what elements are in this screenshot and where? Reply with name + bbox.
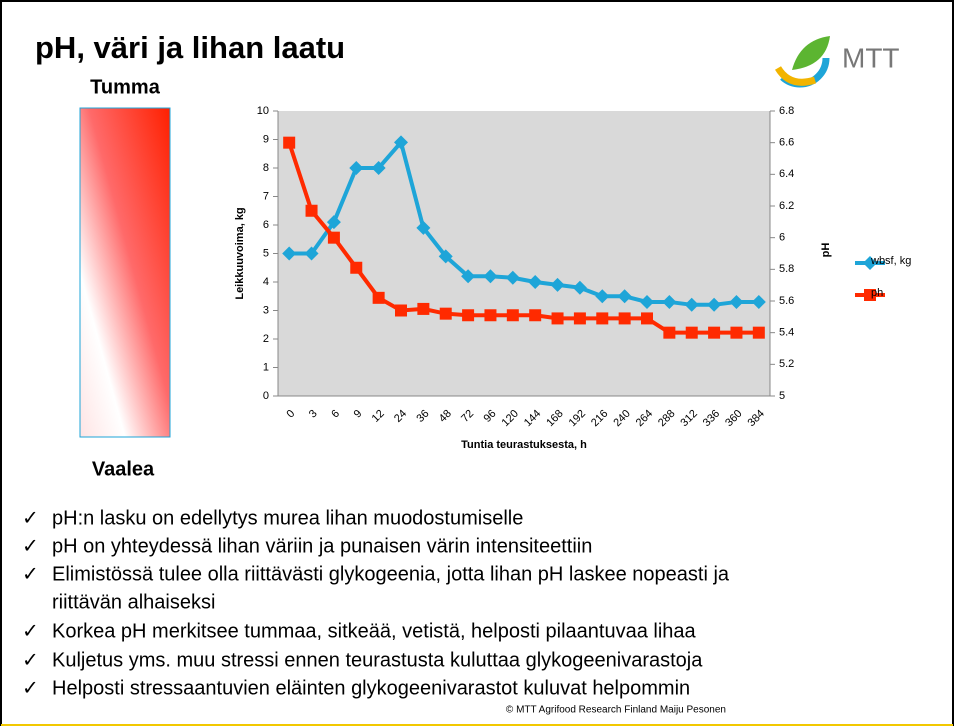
scale-top-label: Tumma — [90, 76, 161, 98]
y2-tick-label: 6.6 — [779, 137, 794, 149]
y-tick-label: 9 — [263, 133, 269, 145]
point — [618, 312, 631, 325]
bullet-text: riittävän alhaiseksi — [52, 591, 215, 613]
y-tick-label: 5 — [263, 247, 269, 259]
bullet-text: pH:n lasku on edellytys murea lihan muod… — [52, 507, 523, 529]
point — [484, 309, 497, 322]
y-tick-label: 2 — [263, 333, 269, 345]
point — [304, 246, 319, 261]
point — [461, 269, 476, 284]
point — [462, 309, 475, 322]
series-line — [289, 138, 759, 307]
point — [573, 312, 586, 325]
bullet-text: Elimistössä tulee olla riittävästi glyko… — [52, 563, 730, 585]
legend-marker — [863, 256, 877, 270]
y2-tick-label: 6.4 — [779, 168, 794, 180]
x-axis-title: Tuntia teurastuksesta, h — [461, 439, 587, 451]
point — [617, 289, 632, 304]
bullet-text: Kuljetus yms. muu stressi ennen teurastu… — [52, 649, 703, 671]
point — [596, 312, 609, 325]
logo-arc — [774, 66, 817, 86]
point — [395, 304, 407, 317]
point — [529, 309, 542, 322]
y-tick-label: 0 — [263, 390, 269, 402]
y2-tick-label: 6 — [779, 232, 785, 244]
point — [641, 312, 653, 325]
point — [685, 326, 698, 339]
y-tick-label: 1 — [263, 361, 269, 373]
y-tick-label: 3 — [263, 304, 269, 316]
bullet-text: pH on yhteydessä lihan väriin ja punaise… — [52, 535, 592, 557]
check: ✓ — [22, 620, 39, 642]
footer: © MTT Agrifood Research Finland Maiju Pe… — [506, 705, 726, 716]
bullet-list: ✓ ✓ ✓ ✓ ✓ ✓ — [22, 507, 39, 699]
point — [371, 161, 386, 175]
logo: MTT — [770, 28, 900, 88]
point — [572, 280, 587, 295]
bullet-text: Korkea pH merkitsee tummaa, sitkeää, vet… — [52, 620, 697, 642]
logo-leaf — [792, 36, 830, 70]
y2-axis-title: pH — [820, 243, 832, 258]
slide-title: pH, väri ja lihan laatu — [35, 30, 345, 65]
point — [283, 136, 296, 149]
y2-tick-label: 5.4 — [779, 327, 794, 339]
y-tick-label: 8 — [263, 162, 269, 174]
point — [528, 275, 543, 289]
scale-bottom-label: Vaalea — [92, 458, 155, 480]
point — [505, 270, 520, 285]
color-scale — [79, 107, 171, 438]
point — [708, 326, 721, 339]
logo-text: MTT — [842, 42, 900, 73]
bullet-text: Helposti stressaantuvien eläinten glykog… — [52, 677, 690, 699]
point — [506, 309, 519, 322]
point — [640, 294, 654, 309]
point — [282, 246, 297, 261]
point — [684, 297, 699, 312]
point — [550, 277, 565, 292]
check: ✓ — [22, 677, 39, 699]
check: ✓ — [22, 507, 39, 529]
point — [394, 135, 408, 150]
y-tick-label: 10 — [257, 105, 269, 117]
y-tick-label: 6 — [263, 219, 269, 231]
point — [752, 326, 765, 339]
point — [729, 294, 744, 309]
y-axis-title: Leikkuuvoima, kg — [234, 207, 246, 299]
y2-tick-label: 5.6 — [779, 295, 794, 307]
point — [438, 249, 453, 264]
point — [416, 220, 431, 235]
y2-tick-label: 6.2 — [779, 200, 794, 212]
series-line — [287, 142, 759, 335]
check: ✓ — [22, 563, 39, 585]
point — [595, 289, 610, 304]
y2-tick-label: 6.8 — [779, 105, 794, 117]
point — [663, 326, 676, 339]
y2-tick-label: 5 — [779, 390, 785, 402]
point — [349, 161, 364, 175]
y-tick-label: 4 — [263, 276, 269, 288]
point — [751, 294, 766, 309]
point — [372, 291, 385, 304]
point — [730, 326, 743, 339]
legend-label: ph — [871, 287, 883, 299]
point — [417, 302, 430, 315]
point — [305, 204, 318, 217]
legend-label: wbsf, kg — [870, 255, 911, 267]
y2-tick-label: 5.2 — [779, 358, 794, 370]
point — [483, 269, 498, 284]
point — [662, 294, 677, 309]
legend-marker — [864, 289, 876, 301]
plot-area — [278, 111, 770, 396]
point — [350, 261, 363, 274]
point — [439, 307, 452, 320]
point — [326, 215, 341, 230]
check: ✓ — [22, 649, 39, 671]
y-tick-label: 7 — [263, 190, 269, 202]
y2-tick-label: 5.8 — [779, 263, 794, 275]
point — [327, 231, 340, 244]
point — [551, 312, 564, 325]
check: ✓ — [22, 535, 39, 557]
point — [707, 297, 722, 312]
